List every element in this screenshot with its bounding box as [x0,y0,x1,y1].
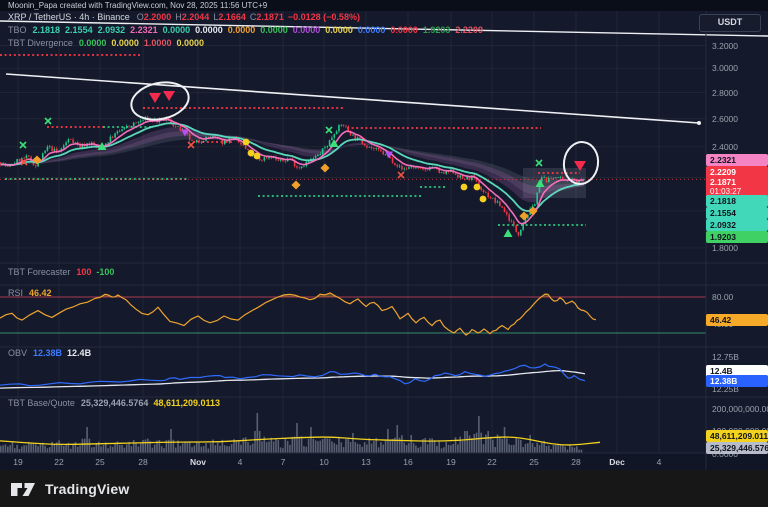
obv-value-badge: 12.38B [706,375,768,387]
tbo-legend-row[interactable]: TBO 2.1818 2.1554 2.0932 2.2321 0.0000 0.0000 0… [8,25,488,36]
tbt-basequote-value: 25,329,446.5764 [80,398,149,408]
time-tick: Dec [609,457,625,467]
tradingview-brand-text[interactable]: TradingView [45,480,130,497]
rsi-tick: 80.00 [712,292,734,302]
attribution-bar: Moonin_Papa created with TradingView.com… [0,0,768,11]
price-level-badge: 2.2209 [706,166,768,178]
ohlc-key: H [175,12,182,22]
current-price-badge: 2.1871 01:03:27 [706,176,768,198]
tbt-divergence-value: 0.0000 [176,38,204,48]
symbol-title: XRP / TetherUS · 4h · Binance [8,12,130,22]
change-value: −0.0128 (−0.58%) [287,12,360,22]
time-tick: 16 [403,457,413,467]
attribution-text: Moonin_Papa created with TradingView.com… [8,1,268,10]
tbt-forecaster-value: -100 [96,267,115,277]
time-tick: 4 [237,457,243,467]
tbo-value: 0.0000 [357,25,386,35]
tbo-value: 0.0000 [390,25,418,35]
tbo-value: 1.9203 [422,25,451,35]
obv-value: 12.4B [67,348,92,358]
time-tick: 4 [656,457,662,467]
tbt-forecaster-label: TBT Forecaster [8,267,71,277]
price-level-badge: 2.0932 [706,219,768,231]
obv-legend-row[interactable]: OBV 12.38B 12.4B [8,348,96,359]
tbo-value: 2.1818 [32,25,61,35]
ohlc-value: 2.1664 [218,12,246,22]
tbo-value: 0.0000 [260,25,288,35]
rsi-value: 46.42 [29,288,52,298]
time-tick: 19 [446,457,456,467]
time-tick: 22 [54,457,64,467]
currency-unit-button[interactable]: USDT [699,14,761,32]
ohlc-key: L [213,12,219,22]
obv-value-badge: 12.4B [706,365,768,377]
ohlc-value: 2.2000 [143,12,172,22]
tbo-value: 0.0000 [292,25,321,35]
obv-tick: 12.25B [712,384,739,394]
time-tick: 25 [529,457,539,467]
tbo-value: 0.0000 [325,25,353,35]
tbo-value: 0.0000 [195,25,223,35]
obv-label: OBV [8,348,28,358]
price-level-badge: 2.1818 [706,195,768,207]
volume-value-badge: 48,611,209.0113 [706,430,768,442]
tbt-divergence-legend-row[interactable]: TBT Divergence 0.0000 0.0000 1.0000 0.0000 [8,38,209,49]
price-tick: 2.8000 [712,87,738,98]
time-tick: 7 [280,457,286,467]
volume-tick: 0.0000 [712,449,738,459]
price-level-badge: 2.2321 [706,154,768,166]
ohlc-value: 2.2044 [181,12,210,22]
tbo-value: 2.2321 [130,25,158,35]
tbt-basequote-label: TBT Base/Quote [8,398,75,408]
tbt-forecaster-legend-row[interactable]: TBT Forecaster 100 -100 [8,267,119,278]
tbt-divergence-value: 1.0000 [143,38,172,48]
time-tick: 25 [95,457,105,467]
tbo-value: 2.2209 [455,25,483,35]
obv-value: 12.38B [33,348,63,358]
price-level-badge: 2.1554 [706,207,768,219]
tbt-basequote-legend-row[interactable]: TBT Base/Quote 25,329,446.5764 48,611,209.… [8,398,225,409]
price-tick: 1.8000 [712,242,738,253]
time-tick: 28 [571,457,581,467]
tbo-value: 2.0932 [97,25,126,35]
time-tick: 28 [138,457,148,467]
tbo-value: 2.1554 [65,25,93,35]
time-tick: Nov [189,457,207,467]
tbt-basequote-value: 48,611,209.0113 [153,398,221,408]
time-tick: 13 [361,457,371,467]
tbt-divergence-label: TBT Divergence [8,38,73,48]
rsi-value-badge: 46.42 [706,314,768,326]
ohlc-key: O [136,12,144,22]
price-tick: 2.4000 [712,141,738,152]
rsi-legend-row[interactable]: RSI 46.42 [8,288,57,299]
time-tick: 22 [487,457,497,467]
ohlc-value: 2.1871 [256,12,284,22]
obv-tick: 12.75B [712,352,739,362]
tbt-forecaster-value: 100 [76,267,92,277]
time-tick: 19 [13,457,23,467]
tradingview-logo-icon[interactable] [10,479,36,499]
price-tick: 3.0000 [712,63,738,74]
tbt-divergence-value: 0.0000 [78,38,107,48]
footer-bar: TradingView [0,470,768,507]
time-tick: 10 [319,457,329,467]
tbo-label: TBO [8,25,27,35]
tbt-divergence-value: 0.0000 [111,38,139,48]
price-tick: 3.2000 [712,40,738,51]
ohlc-key: C [249,12,257,22]
price-tick: 2.6000 [712,113,738,124]
tbo-value: 0.0000 [162,25,191,35]
symbol-legend-row[interactable]: XRP / TetherUS · 4h · Binance O2.2000 H2.2… [8,12,360,23]
volume-tick: 200,000,000.0000 [712,404,768,414]
tbo-value: 0.0000 [227,25,256,35]
volume-value-badge: 25,329,446.5764 [706,442,768,454]
price-level-badge: 1.9203 [706,231,768,243]
rsi-label: RSI [8,288,24,298]
